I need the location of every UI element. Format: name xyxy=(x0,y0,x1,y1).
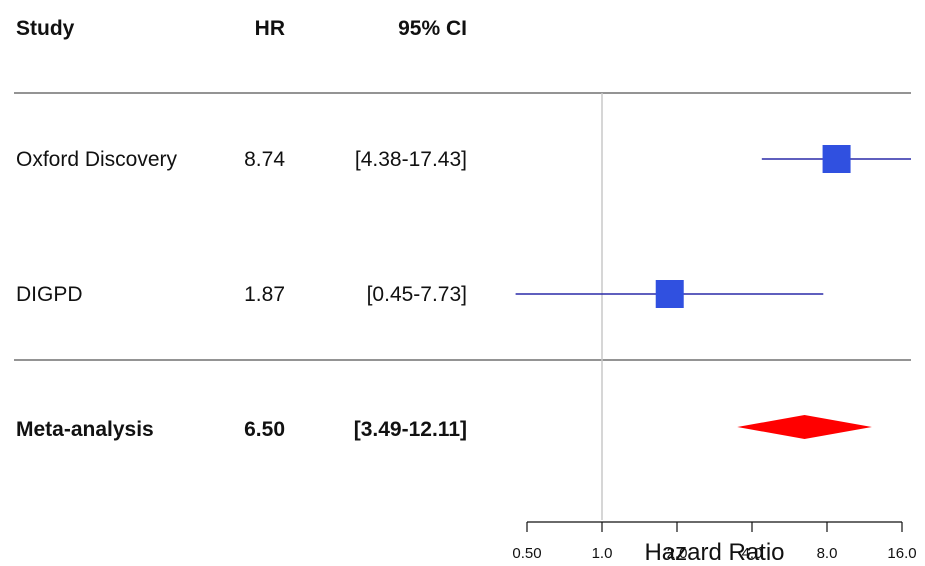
study-marker xyxy=(655,280,684,308)
x-tick-label: 4.0 xyxy=(742,545,763,562)
header-ci: 95% CI xyxy=(398,17,467,40)
row-study-name: Oxford Discovery xyxy=(16,148,178,171)
study-marker xyxy=(822,145,851,173)
x-tick-label: 2.0 xyxy=(667,545,688,562)
summary-ci: [3.49-12.11] xyxy=(353,418,467,441)
x-tick-label: 1.0 xyxy=(592,545,613,562)
x-tick-label: 0.50 xyxy=(512,545,541,562)
row-ci: [4.38-17.43] xyxy=(354,148,467,171)
summary-study-name: Meta-analysis xyxy=(16,418,154,441)
row-ci: [0.45-7.73] xyxy=(366,283,467,306)
x-tick-label: 8.0 xyxy=(817,545,838,562)
row-hr: 1.87 xyxy=(244,283,285,306)
header-hr: HR xyxy=(254,17,285,40)
summary-diamond xyxy=(737,415,872,439)
x-axis-label: Hazard Ratio xyxy=(644,539,784,566)
row-hr: 8.74 xyxy=(244,148,285,171)
summary-hr: 6.50 xyxy=(244,418,285,441)
x-tick-label: 16.0 xyxy=(887,545,916,562)
header-study: Study xyxy=(16,17,75,40)
row-study-name: DIGPD xyxy=(16,283,83,306)
